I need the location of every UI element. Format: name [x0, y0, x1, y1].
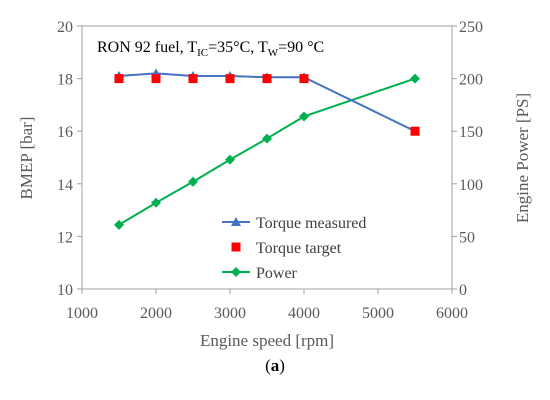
power-point — [151, 197, 161, 208]
legend-item-power: Power — [222, 265, 298, 282]
power-point — [299, 111, 309, 122]
x-tick-label: 6000 — [436, 305, 468, 322]
torque-target-point — [114, 74, 124, 84]
y-left-tick-label: 18 — [57, 72, 73, 89]
power-line — [118, 77, 416, 226]
x-tick-label: 5000 — [362, 305, 394, 322]
plot-border — [81, 25, 453, 290]
power-point — [114, 219, 124, 230]
x-axis-title: Engine speed [rpm] — [200, 331, 334, 350]
plot-frame — [81, 25, 453, 290]
legend-marker — [231, 267, 241, 277]
caption-close: ) — [279, 356, 285, 375]
y-axis-left: 10 12 14 16 18 20 — [57, 19, 82, 299]
power-point — [225, 154, 235, 165]
legend-marker — [231, 217, 241, 226]
x-tick-label: 1000 — [66, 305, 98, 322]
y-axis-right: 0 50 100 150 200 250 — [452, 19, 483, 299]
x-tick-label: 4000 — [288, 305, 320, 322]
x-tick-label: 2000 — [140, 305, 172, 322]
legend-label: Torque target — [256, 240, 342, 257]
annotation-sub-w: W — [268, 47, 279, 59]
y-right-tick-label: 250 — [459, 19, 483, 36]
legend-label: Torque measured — [256, 215, 366, 232]
y-right-tick-label: 200 — [459, 72, 483, 89]
torque-target-point — [262, 74, 272, 84]
figure-caption: (a) — [0, 356, 550, 376]
chart-annotation: RON 92 fuel, TIC=35°C, TW=90 °C — [97, 39, 324, 59]
torque-target-point — [410, 126, 420, 136]
legend-label: Power — [256, 265, 298, 282]
caption-open: ( — [265, 356, 271, 375]
annotation-sub-ic: IC — [197, 47, 208, 59]
y-right-tick-label: 50 — [459, 229, 475, 246]
y-axis-right-title: Engine Power [PS] — [513, 93, 532, 223]
y-left-tick-label: 20 — [57, 19, 73, 36]
power-point — [410, 73, 420, 84]
x-tick-label: 3000 — [214, 305, 246, 322]
legend-marker — [231, 242, 241, 252]
y-right-tick-label: 100 — [459, 177, 483, 194]
y-right-tick-label: 150 — [459, 124, 483, 141]
legend: Torque measured Torque target Power — [222, 215, 366, 282]
torque-target-point — [188, 74, 198, 84]
annotation-prefix: RON 92 fuel, T — [97, 39, 197, 56]
x-axis: 1000 2000 3000 4000 5000 6000 — [66, 289, 468, 322]
caption-letter: a — [270, 356, 280, 375]
y-right-tick-label: 0 — [459, 282, 467, 299]
legend-item-torque-target: Torque target — [231, 240, 342, 257]
y-left-tick-label: 14 — [57, 177, 73, 194]
series-power — [114, 73, 420, 230]
annotation-mid: =35°C, T — [208, 39, 268, 56]
legend-item-torque-measured: Torque measured — [222, 215, 366, 232]
y-left-tick-label: 10 — [57, 282, 73, 299]
torque-target-point — [225, 74, 235, 84]
annotation-suffix: =90 °C — [278, 39, 324, 56]
y-axis-left-title: BMEP [bar] — [17, 117, 36, 200]
series-torque-target — [114, 74, 420, 136]
power-point — [188, 176, 198, 187]
y-left-tick-label: 12 — [57, 229, 73, 246]
y-left-tick-label: 16 — [57, 124, 73, 141]
torque-target-point — [299, 74, 309, 84]
series-layer — [114, 68, 420, 230]
torque-target-point — [151, 74, 161, 84]
power-point — [262, 133, 272, 144]
